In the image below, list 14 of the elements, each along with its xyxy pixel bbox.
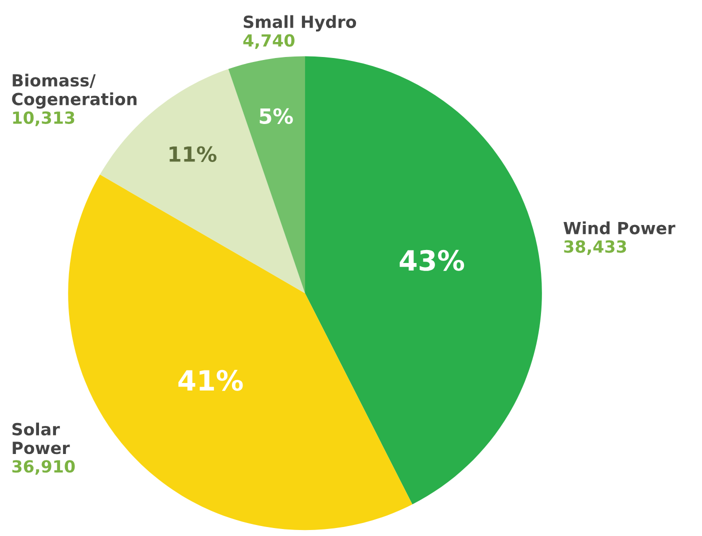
pie-slice xyxy=(305,56,542,504)
text: 5% xyxy=(260,108,293,124)
slice-label: Solar Power xyxy=(12,422,70,454)
slice-label: Small Hydro xyxy=(244,15,356,32)
slice-label: Biomass/ Cogeneration xyxy=(12,74,136,109)
text: 11% xyxy=(170,146,216,162)
text: 41% xyxy=(178,370,243,391)
text: 43% xyxy=(400,250,464,271)
slice-label: Wind Power xyxy=(564,221,676,234)
data-label: 4,740 xyxy=(243,34,294,49)
data-label: 36,910 xyxy=(12,460,75,475)
pie-slice xyxy=(228,56,306,294)
data-label: 38,433 xyxy=(564,240,626,255)
data-label: 10,313 xyxy=(13,111,74,126)
